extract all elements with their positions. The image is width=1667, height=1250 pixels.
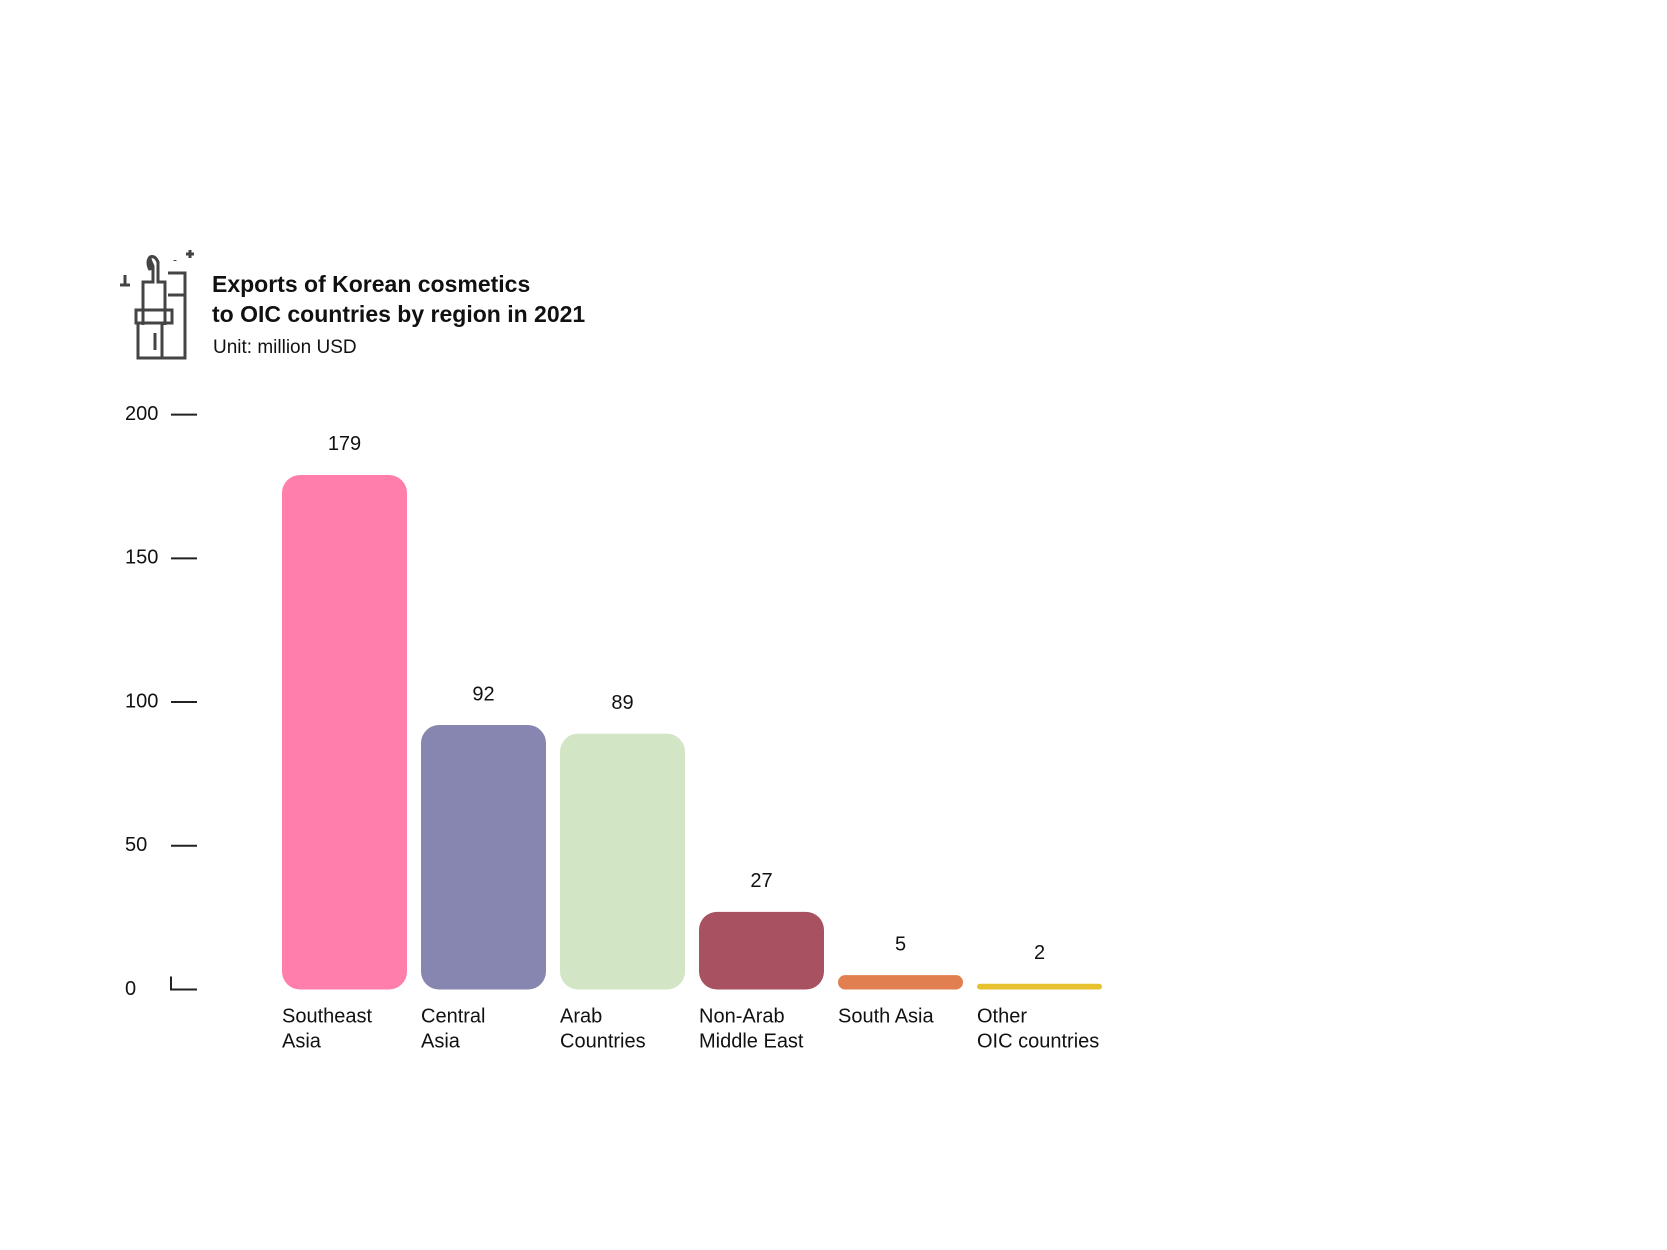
value-label: 89 [611,692,633,714]
x-tick-label: Asia [282,1030,322,1052]
y-tick-label: 200 [125,403,158,425]
x-tick-label: Middle East [699,1030,804,1052]
y-tick-label: 150 [125,547,158,569]
x-tick-label: OIC countries [977,1030,1099,1052]
chart-title: to OIC countries by region in 2021 [212,301,585,327]
lipstick-icon [120,250,194,360]
bar [838,975,963,990]
y-tick [170,976,197,991]
y-tick-label: 0 [125,978,136,1000]
x-tick-label: Other [977,1005,1027,1027]
y-tick-label: 50 [125,834,147,856]
y-tick-label: 100 [125,690,158,712]
value-label: 5 [895,933,906,955]
x-tick-label: Countries [560,1030,646,1052]
chart-subtitle: Unit: million USD [213,337,357,358]
x-tick-label: South Asia [838,1005,935,1027]
value-label: 2 [1034,942,1045,964]
bar [977,983,1102,990]
x-tick-label: Asia [421,1030,461,1052]
bar [421,725,546,990]
bar [699,911,824,990]
value-label: 92 [472,683,494,705]
x-tick-label: Arab [560,1005,602,1027]
bar [282,474,407,990]
x-tick-label: Southeast [282,1005,373,1027]
chart-title: Exports of Korean cosmetics [212,271,530,297]
x-tick-label: Non-Arab [699,1005,785,1027]
value-label: 27 [750,870,772,892]
value-label: 179 [328,433,361,455]
bar [560,733,685,990]
x-tick-label: Central [421,1005,485,1027]
